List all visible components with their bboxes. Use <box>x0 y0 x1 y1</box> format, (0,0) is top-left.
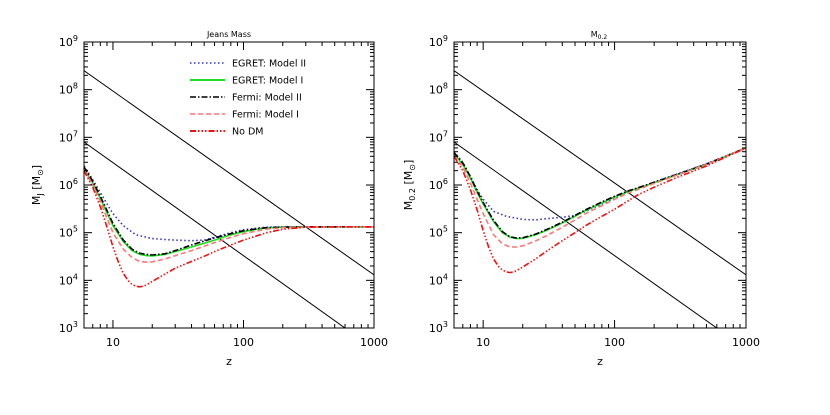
y-tick-label: 104 <box>59 272 78 287</box>
series-line-fermi-model-ii <box>454 147 746 239</box>
y-tick-label: 106 <box>59 177 78 192</box>
axis-frame <box>83 41 375 329</box>
y-axis-label: MJ [M⊙] <box>30 165 45 205</box>
y-tick-label: 108 <box>429 82 448 97</box>
series-line-egret-model-ii <box>84 165 374 242</box>
x-tick-label: 10 <box>476 336 490 349</box>
x-axis-label: z <box>597 355 603 368</box>
m02-panel: M0.2 10 100 1000 103 104 105 106 107 108 109 z M0… <box>402 30 760 368</box>
x-tick-label: 100 <box>604 336 625 349</box>
y-tick-label: 104 <box>429 272 448 287</box>
y-axis-label: M0.2 [M⊙] <box>402 160 417 211</box>
reference-line <box>454 70 746 276</box>
axis-frame <box>453 41 747 329</box>
series-line-fermi-model-i <box>84 169 374 264</box>
y-tick-label: 105 <box>429 225 448 240</box>
reference-line <box>84 141 346 328</box>
y-tick-label: 107 <box>59 129 78 144</box>
y-tick-label: 103 <box>429 320 448 335</box>
y-tick-label: 103 <box>59 320 78 335</box>
legend-label: EGRET: Model II <box>232 59 306 70</box>
series-line-egret-model-i <box>84 168 374 257</box>
x-tick-label: 100 <box>233 336 254 349</box>
panel-title: M0.2 <box>591 30 608 41</box>
axis-ticks: 10 100 1000 103 104 105 106 107 108 109 <box>429 34 760 349</box>
legend-label: No DM <box>232 127 263 138</box>
y-tick-label: 109 <box>59 34 78 49</box>
legend-label: Fermi: Model II <box>232 93 302 104</box>
legend-label: Fermi: Model I <box>232 110 299 121</box>
series-line-fermi-model-ii <box>84 166 374 256</box>
x-tick-label: 10 <box>106 336 120 349</box>
legend: EGRET: Model II EGRET: Model I Fermi: Mode… <box>190 59 306 138</box>
series-line-egret-model-ii <box>454 147 746 221</box>
x-tick-label: 1000 <box>732 336 760 349</box>
plot-area <box>454 70 746 328</box>
x-tick-label: 1000 <box>360 336 388 349</box>
jeans-mass-panel: Jeans Mass 10 100 100010310410510610710810… <box>30 30 388 368</box>
series-line-fermi-model-i <box>454 147 746 248</box>
reference-line <box>454 141 718 328</box>
axis-ticks: 10 100 1000 103 104 105 106 107 108 109 <box>59 34 388 349</box>
plot-area <box>84 70 374 328</box>
reference-line <box>84 70 374 276</box>
y-tick-label: 107 <box>429 129 448 144</box>
y-tick-label: 109 <box>429 34 448 49</box>
panel-title: Jeans Mass <box>206 30 251 39</box>
y-tick-label: 105 <box>59 225 78 240</box>
x-axis-label: z <box>226 355 232 368</box>
series-line-no-dm <box>454 147 746 274</box>
y-tick-label: 108 <box>59 82 78 97</box>
y-tick-label: 106 <box>429 177 448 192</box>
legend-label: EGRET: Model I <box>232 76 303 87</box>
